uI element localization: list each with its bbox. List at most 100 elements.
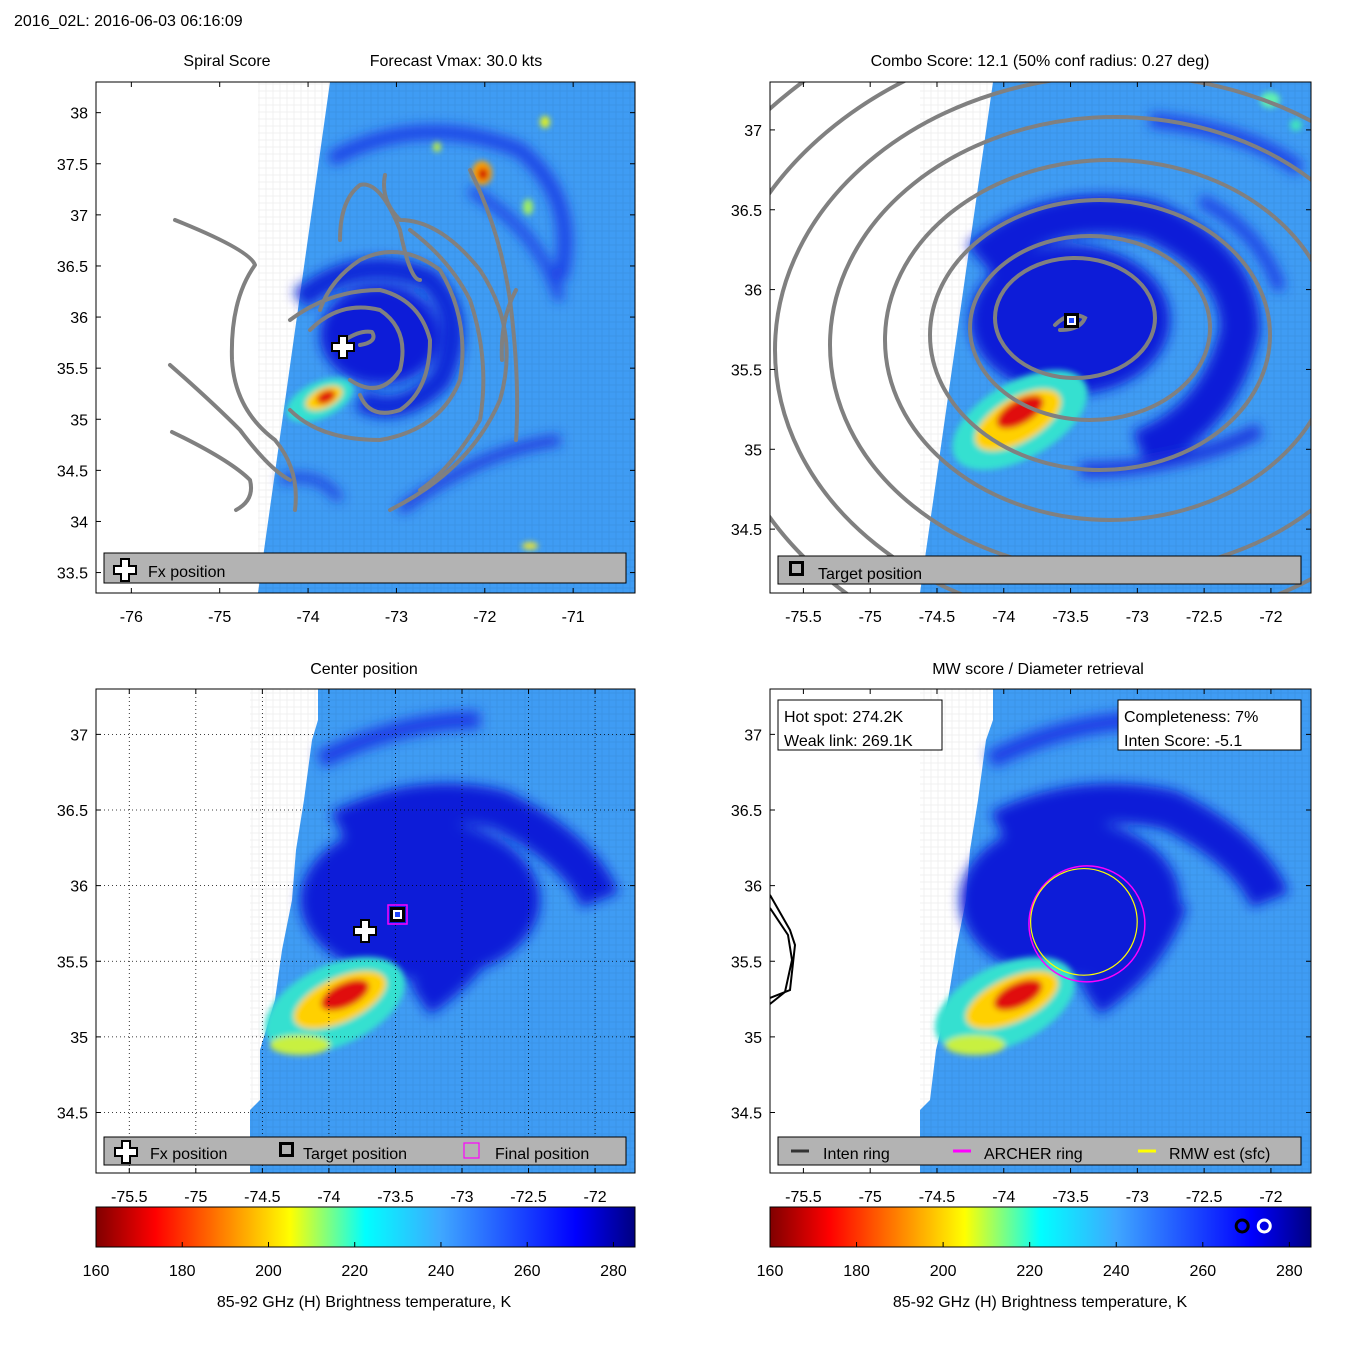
x-tick-label: -73 bbox=[1126, 1189, 1149, 1206]
colorbar-tick-label: 220 bbox=[341, 1263, 368, 1280]
y-tick-label: 36 bbox=[70, 879, 88, 896]
combo-axes-frame bbox=[769, 81, 1312, 594]
mw-hot-spot: Hot spot: 274.2K bbox=[784, 709, 904, 726]
x-tick-label: -73.5 bbox=[1052, 609, 1089, 626]
colorbar-tick-label: 240 bbox=[1103, 1263, 1130, 1280]
mw-inten-ring-fragment bbox=[770, 894, 797, 1005]
panel-center: Center position bbox=[57, 661, 636, 1206]
center-target-marker bbox=[390, 907, 405, 922]
y-tick-label: 38 bbox=[70, 106, 88, 123]
colorbar-left-label: 85-92 GHz (H) Brightness temperature, K bbox=[217, 1294, 512, 1311]
x-tick-label: -74.5 bbox=[919, 609, 956, 626]
combo-axes: -75.5 -75 -74.5 -74 -73.5 -73 -72.5 -72 34.5 35 35… bbox=[731, 82, 1311, 626]
colorbar-tick-label: 240 bbox=[428, 1263, 455, 1280]
y-tick-label: 36.5 bbox=[731, 803, 762, 820]
y-tick-label: 33.5 bbox=[57, 566, 88, 583]
x-tick-label: -74 bbox=[992, 609, 1015, 626]
mw-hotspot-box bbox=[777, 699, 943, 751]
center-title: Center position bbox=[310, 661, 418, 678]
combo-legend-target: Target position bbox=[818, 566, 922, 583]
spiral-legend bbox=[103, 552, 627, 584]
mw-weak-link: Weak link: 269.1K bbox=[784, 733, 913, 750]
colorbar-tick-label: 160 bbox=[757, 1263, 784, 1280]
mw-warm-features bbox=[934, 956, 1076, 1055]
x-tick-label: -72 bbox=[1259, 1189, 1282, 1206]
y-tick-label: 35.5 bbox=[731, 954, 762, 971]
colorbar-left: 160 180 200 220 240 260 280 85-92 GHz (H) Brig… bbox=[83, 1206, 636, 1311]
spiral-axes: -76 -75 -74 -73 -72 -71 33.5 34 34.5 35 35.5 36 36.5… bbox=[57, 82, 635, 626]
x-tick-label: -75 bbox=[859, 609, 882, 626]
colorbar-right: 160 180 200 220 240 260 280 85-92 GHz (H) Brig… bbox=[757, 1206, 1312, 1311]
mw-completeness: Completeness: 7% bbox=[1124, 709, 1258, 726]
center-grid bbox=[96, 689, 635, 1173]
y-tick-label: 37 bbox=[744, 727, 762, 744]
y-tick-label: 36.5 bbox=[57, 259, 88, 276]
colorbar-tick-label: 280 bbox=[1276, 1263, 1303, 1280]
x-tick-label: -72.5 bbox=[1186, 609, 1223, 626]
x-tick-label: -72 bbox=[473, 609, 496, 626]
x-tick-label: -74 bbox=[317, 1189, 340, 1206]
x-tick-label: -73.5 bbox=[377, 1189, 414, 1206]
combo-legend bbox=[777, 555, 1302, 585]
mw-completeness-box bbox=[1117, 699, 1302, 751]
spiral-contours bbox=[168, 168, 520, 512]
x-tick-label: -73.5 bbox=[1052, 1189, 1089, 1206]
center-final-marker bbox=[387, 904, 408, 925]
center-fx-marker bbox=[353, 919, 377, 943]
x-tick-label: -72.5 bbox=[1186, 1189, 1223, 1206]
x-tick-label: -74.5 bbox=[244, 1189, 281, 1206]
y-tick-label: 37 bbox=[70, 727, 88, 744]
y-tick-label: 34.5 bbox=[731, 522, 762, 539]
y-tick-label: 36.5 bbox=[57, 803, 88, 820]
spiral-map: Fx position bbox=[103, 82, 635, 593]
y-tick-label: 35 bbox=[744, 1030, 762, 1047]
colorbar-tick-label: 260 bbox=[1189, 1263, 1216, 1280]
colorbar-tick-label: 260 bbox=[514, 1263, 541, 1280]
combo-title: Combo Score: 12.1 (50% conf radius: 0.27… bbox=[871, 53, 1210, 70]
x-tick-label: -72 bbox=[584, 1189, 607, 1206]
y-tick-label: 35.5 bbox=[731, 362, 762, 379]
combo-contours bbox=[770, 82, 1311, 593]
mw-legend-inten: Inten ring bbox=[823, 1146, 890, 1163]
spiral-title: Spiral Score bbox=[183, 53, 270, 70]
y-tick-label: 35 bbox=[70, 1030, 88, 1047]
figure-title: 2016_02L: 2016-06-03 06:16:09 bbox=[14, 13, 243, 30]
y-tick-label: 35 bbox=[70, 412, 88, 429]
y-tick-label: 36 bbox=[70, 310, 88, 327]
y-tick-label: 35.5 bbox=[57, 954, 88, 971]
final-position-legend-icon bbox=[463, 1142, 480, 1159]
fx-position-legend-icon bbox=[114, 1140, 138, 1164]
y-tick-label: 34 bbox=[70, 514, 88, 531]
colorbar-tick-label: 160 bbox=[83, 1263, 110, 1280]
center-map: Fx position Target position Final positi… bbox=[96, 689, 635, 1173]
y-tick-label: 35 bbox=[744, 442, 762, 459]
y-tick-label: 34.5 bbox=[731, 1106, 762, 1123]
y-tick-label: 34.5 bbox=[57, 1106, 88, 1123]
spiral-warm-features bbox=[286, 116, 550, 550]
center-warm-features bbox=[264, 956, 406, 1055]
center-legend bbox=[103, 1136, 627, 1166]
x-tick-label: -75.5 bbox=[111, 1189, 148, 1206]
x-tick-label: -75 bbox=[208, 609, 231, 626]
colorbar-right-label: 85-92 GHz (H) Brightness temperature, K bbox=[893, 1294, 1188, 1311]
center-axes-frame bbox=[95, 688, 636, 1174]
colorbar-tick-label: 280 bbox=[600, 1263, 627, 1280]
colorbar-tick-label: 200 bbox=[930, 1263, 957, 1280]
spiral-axes-frame bbox=[95, 81, 636, 594]
colorbar-right-ticks: 160 180 200 220 240 260 280 bbox=[757, 1242, 1303, 1280]
colorbar-hot-spot-marker bbox=[1256, 1218, 1272, 1234]
combo-target-marker bbox=[1064, 313, 1079, 328]
colorbar-left-gradient bbox=[95, 1206, 636, 1248]
colorbar-weak-link-marker bbox=[1234, 1218, 1250, 1234]
x-tick-label: -71 bbox=[562, 609, 585, 626]
mw-legend-rmw: RMW est (sfc) bbox=[1169, 1146, 1270, 1163]
combo-map: Target position bbox=[770, 82, 1311, 593]
mw-map: Hot spot: 274.2K Weak link: 269.1K Compl… bbox=[770, 689, 1311, 1173]
mw-axes-frame bbox=[769, 688, 1312, 1174]
y-tick-label: 34.5 bbox=[57, 463, 88, 480]
x-tick-label: -73 bbox=[450, 1189, 473, 1206]
x-tick-label: -75 bbox=[859, 1189, 882, 1206]
mw-axes: -75.5 -75 -74.5 -74 -73.5 -73 -72.5 -72 34.5 35 35… bbox=[731, 689, 1311, 1206]
y-tick-label: 37.5 bbox=[57, 157, 88, 174]
